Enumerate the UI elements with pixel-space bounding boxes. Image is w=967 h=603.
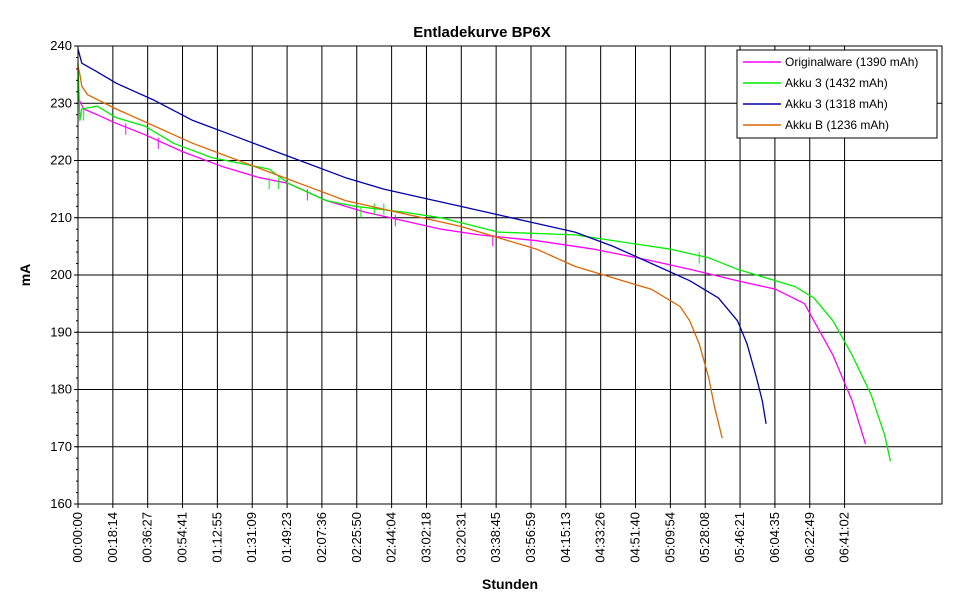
y-tick-label: 180 <box>50 382 72 397</box>
legend-entry: Akku 3 (1318 mAh) <box>785 97 888 111</box>
series-lines <box>77 48 892 462</box>
x-tick-label: 01:12:55 <box>209 512 224 563</box>
x-tick-label: 05:28:08 <box>697 512 712 563</box>
series-line-2 <box>77 63 892 462</box>
y-tick-label: 210 <box>50 210 72 225</box>
y-tick-label: 240 <box>50 38 72 53</box>
legend: Originalware (1390 mAh) Akku 3 (1432 mAh)… <box>736 49 938 139</box>
legend-entry: Originalware (1390 mAh) <box>785 55 918 69</box>
y-tick-label: 170 <box>50 439 72 454</box>
plot-border <box>77 45 943 505</box>
x-tick-label: 00:36:27 <box>140 512 155 563</box>
x-tick-label: 03:02:18 <box>418 512 433 563</box>
y-tick-label: 160 <box>50 496 72 511</box>
x-tick-label: 02:07:36 <box>314 512 329 563</box>
x-tick-label: 03:20:31 <box>453 512 468 563</box>
legend-entry: Akku 3 (1432 mAh) <box>785 76 888 90</box>
x-tick-label: 00:18:14 <box>105 512 120 563</box>
y-axis-label: mA <box>17 264 33 287</box>
x-tick-label: 00:54:41 <box>175 512 190 563</box>
x-tick-label: 01:31:09 <box>244 512 259 563</box>
x-tick-label: 03:38:45 <box>488 512 503 563</box>
x-tick-label: 04:33:26 <box>593 512 608 563</box>
x-tick-label: 01:49:23 <box>279 512 294 563</box>
x-axis-label: Stunden <box>482 576 538 592</box>
y-axis-ticks: 160 170 180 190 200 210 220 230 240 <box>50 38 78 511</box>
x-tick-label: 04:51:40 <box>628 512 643 563</box>
series-line-1 <box>77 97 867 445</box>
x-tick-label: 02:25:50 <box>349 512 364 563</box>
legend-box <box>736 49 938 139</box>
x-tick-label: 06:22:49 <box>802 512 817 563</box>
x-tick-label: 06:41:02 <box>837 512 852 563</box>
series-line-4 <box>77 65 723 439</box>
x-tick-label: 06:04:35 <box>767 512 782 563</box>
x-tick-label: 05:09:54 <box>662 512 677 563</box>
y-tick-label: 200 <box>50 267 72 282</box>
series-line-3 <box>77 48 767 424</box>
chart-title: Entladekurve BP6X <box>413 24 551 41</box>
x-tick-label: 00:00:00 <box>70 512 85 563</box>
y-tick-label: 230 <box>50 95 72 110</box>
x-tick-label: 02:44:04 <box>384 512 399 563</box>
legend-entry: Akku B (1236 mAh) <box>785 118 889 132</box>
x-axis-ticks: 00:00:00 00:18:14 00:36:27 00:54:41 01:12:55… <box>70 504 852 563</box>
x-tick-label: 03:56:59 <box>523 512 538 563</box>
x-tick-label: 05:46:21 <box>732 512 747 563</box>
y-tick-label: 190 <box>50 324 72 339</box>
x-tick-label: 04:15:13 <box>558 512 573 563</box>
y-tick-label: 220 <box>50 153 72 168</box>
